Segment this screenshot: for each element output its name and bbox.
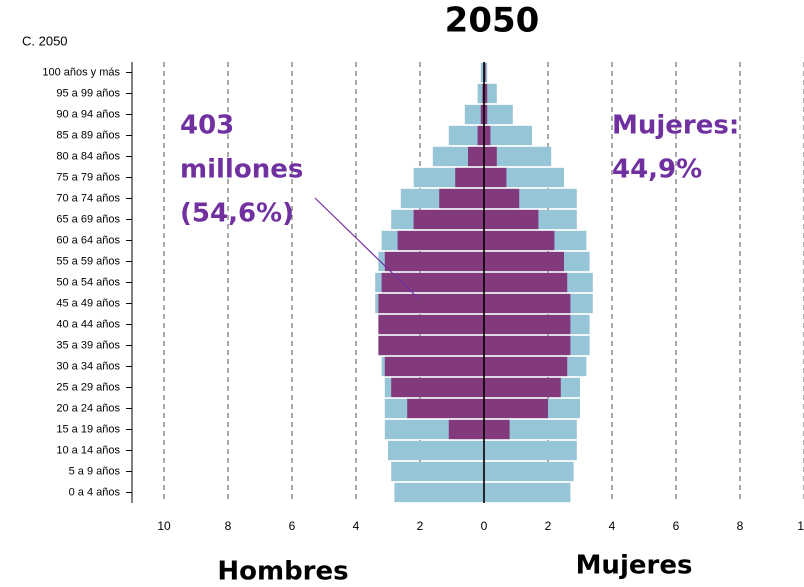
bar xyxy=(484,398,548,419)
y-tick-label: 70 a 74 años xyxy=(56,192,120,204)
bar xyxy=(484,146,497,167)
y-tick-label: 55 a 59 años xyxy=(56,255,120,267)
y-tick-label: 0 a 4 años xyxy=(69,486,121,498)
y-tick-label: 40 a 44 años xyxy=(56,318,120,330)
bar xyxy=(484,314,571,335)
bar xyxy=(484,167,507,188)
y-tick-label: 30 a 34 años xyxy=(56,360,120,372)
x-tick-label: 10 xyxy=(797,519,804,533)
x-tick-label: 2 xyxy=(417,519,424,533)
bar xyxy=(480,62,484,83)
bar xyxy=(484,356,568,377)
bar xyxy=(484,293,571,314)
bar xyxy=(484,419,510,440)
bar xyxy=(455,167,484,188)
annotation: millones xyxy=(180,155,303,185)
bar xyxy=(397,230,484,251)
bar xyxy=(413,209,484,230)
y-tick-label: 15 a 19 años xyxy=(56,423,120,435)
bar xyxy=(378,293,484,314)
y-tick-label: 45 a 49 años xyxy=(56,297,120,309)
bar xyxy=(484,83,488,104)
bar xyxy=(477,125,484,146)
bar xyxy=(484,146,552,167)
bar xyxy=(484,335,571,356)
bar xyxy=(484,461,574,482)
bar xyxy=(484,125,532,146)
bar xyxy=(388,440,484,461)
bar xyxy=(484,251,564,272)
bar xyxy=(378,314,484,335)
y-tick-label: 50 a 54 años xyxy=(56,276,120,288)
x-tick-label: 8 xyxy=(225,519,232,533)
bar xyxy=(394,482,484,503)
bar xyxy=(448,419,484,440)
y-tick-label: 20 a 24 años xyxy=(56,402,120,414)
bar xyxy=(484,377,561,398)
x-tick-label: 8 xyxy=(737,519,744,533)
chart-subtitle: C. 2050 xyxy=(22,33,68,48)
y-tick-label: 80 a 84 años xyxy=(56,150,120,162)
bar xyxy=(407,398,484,419)
bar xyxy=(477,83,484,104)
x-tick-label: 0 xyxy=(481,519,488,533)
annotation: 44,9% xyxy=(612,155,702,185)
annotation: Mujeres: xyxy=(612,111,739,141)
x-tick-label: 6 xyxy=(289,519,296,533)
bars xyxy=(375,62,593,503)
bar xyxy=(391,461,484,482)
bar xyxy=(484,440,577,461)
x-tick-label: 4 xyxy=(353,519,360,533)
y-tick-label: 5 a 9 años xyxy=(69,465,121,477)
bar xyxy=(484,188,520,209)
bar xyxy=(484,482,571,503)
annotation: (54,6%) xyxy=(180,199,294,229)
bar xyxy=(484,209,539,230)
bar xyxy=(484,230,555,251)
overlay: 403 millones (54,6%) Mujeres: 44,9% xyxy=(180,62,739,503)
bar xyxy=(384,251,484,272)
y-tick-label: 65 a 69 años xyxy=(56,213,120,225)
bar xyxy=(468,146,484,167)
bar xyxy=(378,335,484,356)
bar xyxy=(464,104,484,125)
x-tick-label: 4 xyxy=(609,519,616,533)
bar xyxy=(484,272,568,293)
x-label-right: Mujeres xyxy=(576,551,693,581)
y-tick-label: 35 a 39 años xyxy=(56,339,120,351)
y-tick-label: 100 años y más xyxy=(42,66,120,78)
chart-title: 2050 xyxy=(445,1,540,41)
y-tick-label: 10 a 14 años xyxy=(56,444,120,456)
annotation-arrow xyxy=(314,197,419,299)
annotation: 403 xyxy=(180,111,234,141)
y-tick-label: 25 a 29 años xyxy=(56,381,120,393)
y-tick-label: 95 a 99 años xyxy=(56,87,120,99)
bar xyxy=(484,125,491,146)
x-tick-label: 10 xyxy=(157,519,171,533)
bar xyxy=(381,272,484,293)
bar xyxy=(448,125,484,146)
y-tick-label: 90 a 94 años xyxy=(56,108,120,120)
bar xyxy=(384,356,484,377)
bar xyxy=(480,104,484,125)
bar xyxy=(484,104,488,125)
bar xyxy=(439,188,484,209)
x-tick-label: 2 xyxy=(545,519,552,533)
bar xyxy=(391,377,484,398)
x-tick-label: 6 xyxy=(673,519,680,533)
y-tick-label: 60 a 64 años xyxy=(56,234,120,246)
x-label-left: Hombres xyxy=(217,557,348,587)
bar xyxy=(484,104,513,125)
y-tick-label: 75 a 79 años xyxy=(56,171,120,183)
y-tick-label: 85 a 89 años xyxy=(56,129,120,141)
